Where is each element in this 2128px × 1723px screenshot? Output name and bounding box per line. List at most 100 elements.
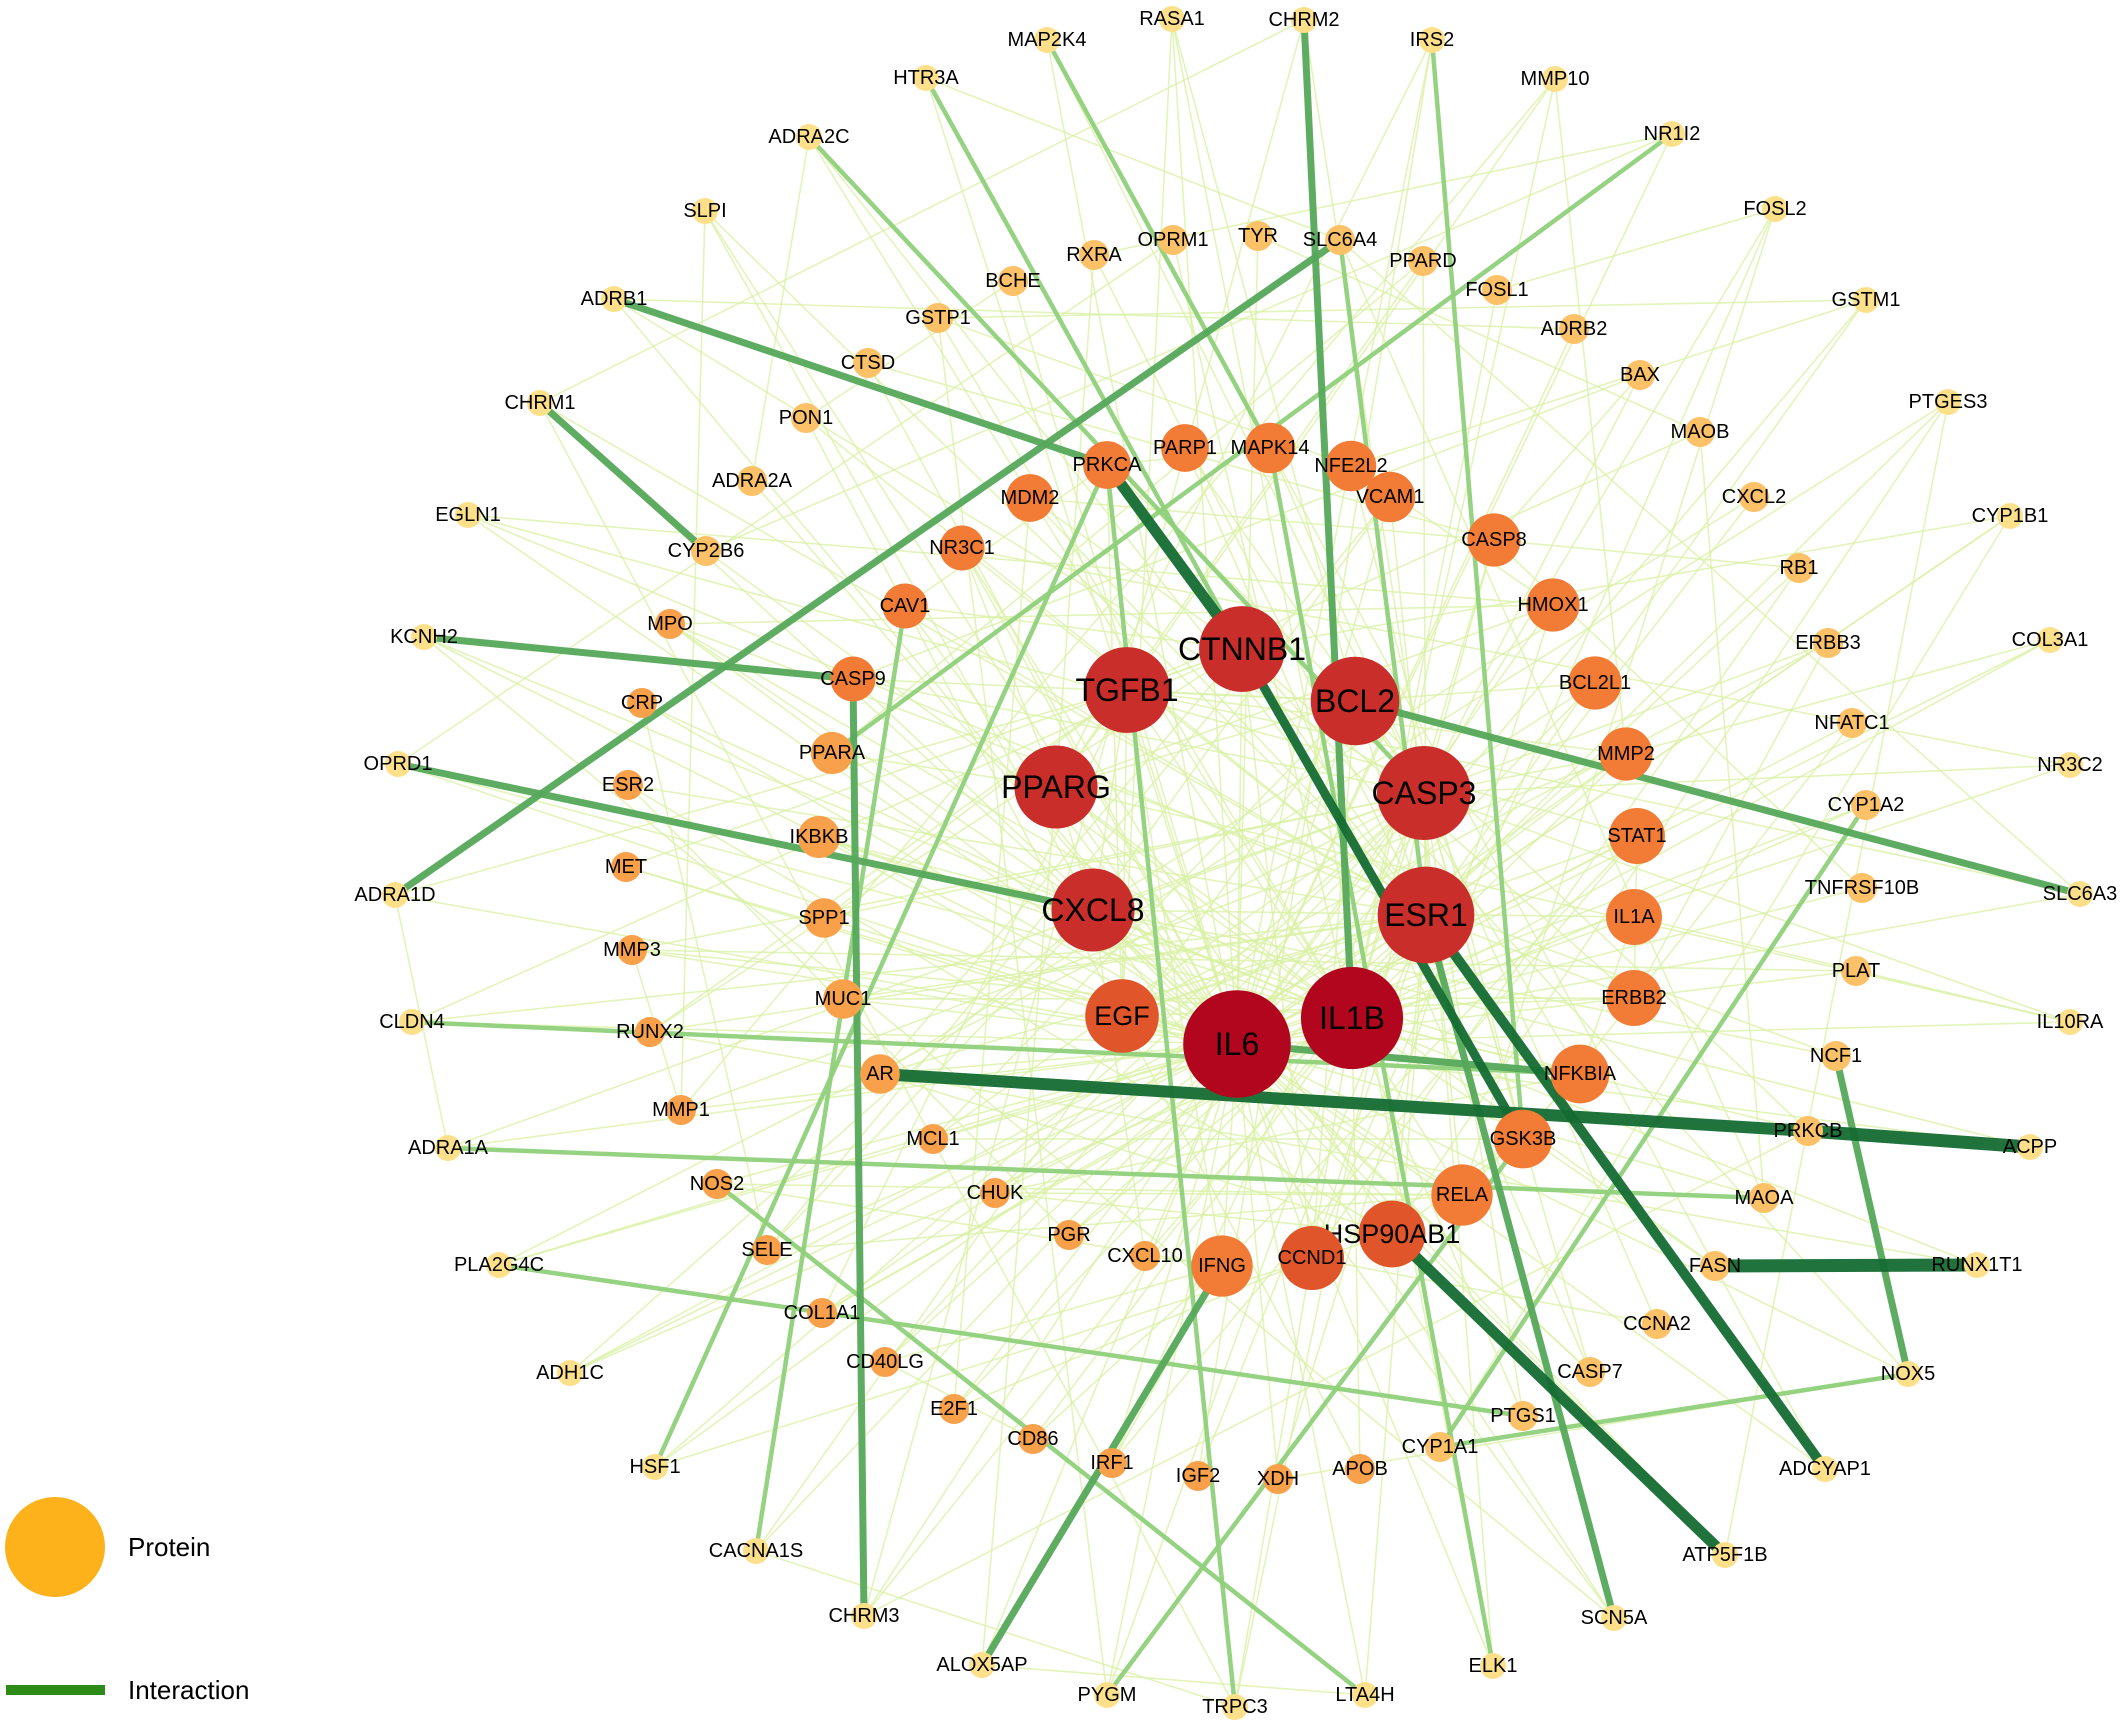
- node-label-stat1: STAT1: [1607, 825, 1666, 847]
- node-irs2: IRS2: [1410, 27, 1454, 53]
- node-label-fosl2: FOSL2: [1743, 198, 1806, 220]
- node-circle-gstp1: [923, 303, 953, 333]
- node-label-cyp2b6: CYP2B6: [668, 540, 745, 562]
- edge-esr1-ctnnb1: [1241, 648, 1427, 916]
- node-circle-chrm1: [527, 390, 553, 416]
- node-circle-ncf1: [1821, 1041, 1851, 1071]
- node-label-adrb1: ADRB1: [581, 288, 648, 310]
- node-circle-ptgs1: [1508, 1401, 1538, 1431]
- edge-mdm2-e2f1: [953, 497, 1031, 1410]
- node-circle-ctsd: [853, 348, 883, 378]
- node-circle-cav1: [882, 583, 928, 629]
- node-gsk3b: GSK3B: [1490, 1109, 1556, 1169]
- node-label-slc6a3: SLC6A3: [2043, 883, 2118, 905]
- node-circle-col1a1: [807, 1298, 837, 1328]
- node-circle-atp5f1b: [1712, 1542, 1738, 1568]
- edge-rxra-nr1i2: [1093, 133, 1673, 256]
- edge-cldn4-nfkbia: [411, 1019, 1581, 1077]
- node-tnfrsf10b: TNFRSF10B: [1805, 873, 1919, 903]
- node-vcam1: VCAM1: [1356, 471, 1424, 523]
- node-adra2c: ADRA2C: [768, 124, 850, 150]
- node-bax: BAX: [1620, 360, 1660, 390]
- node-label-mmp1: MMP1: [652, 1099, 710, 1121]
- edge-irf1-casp3: [1111, 792, 1425, 1464]
- edge-chrm1-cyp2b6: [537, 400, 709, 554]
- node-col3a1: COL3A1: [2012, 627, 2088, 653]
- node-label-mmp3: MMP3: [603, 939, 661, 961]
- edge-il1b-mmp2: [1351, 753, 1627, 1019]
- node-label-il10ra: IL10RA: [2037, 1011, 2104, 1033]
- node-circle-tyr: [1243, 221, 1273, 251]
- node-pparg: PPARG: [1001, 745, 1111, 829]
- node-ctnnb1: CTNNB1: [1178, 606, 1306, 692]
- node-label-maob: MAOB: [1671, 421, 1730, 443]
- node-label-nr3c1: NR3C1: [929, 537, 995, 559]
- node-label-casp8: CASP8: [1461, 529, 1527, 551]
- node-label-cxcl8: CXCL8: [1041, 892, 1144, 928]
- node-label-egln1: EGLN1: [435, 504, 501, 526]
- edge-pygm-il6: [1106, 1043, 1238, 1696]
- node-label-adra1d: ADRA1D: [354, 884, 435, 906]
- edge-il10ra-casp3: [1423, 792, 2071, 1023]
- node-label-egf: EGF: [1094, 1001, 1150, 1031]
- edge-cyp1b1-ctnnb1: [1241, 515, 2011, 650]
- node-rxra: RXRA: [1066, 240, 1122, 270]
- edge-cyp1a1-nox5: [1439, 1371, 1909, 1450]
- node-label-pparg: PPARG: [1001, 769, 1111, 805]
- node-label-maoa: MAOA: [1735, 1187, 1795, 1209]
- node-circle-mmp2: [1599, 727, 1653, 781]
- node-label-irs2: IRS2: [1410, 29, 1454, 51]
- node-cyp1b1: CYP1B1: [1972, 503, 2048, 529]
- node-circle-maoa: [1749, 1183, 1779, 1213]
- node-circle-gsk3b: [1493, 1109, 1553, 1169]
- node-label-ptgs1: PTGS1: [1490, 1405, 1556, 1427]
- node-label-casp9: CASP9: [820, 668, 886, 690]
- node-label-ikbkb: IKBKB: [790, 826, 849, 848]
- node-prkca: PRKCA: [1073, 441, 1142, 489]
- node-circle-map2k4: [1034, 27, 1060, 53]
- node-circle-slc6a4: [1325, 225, 1355, 255]
- node-fosl2: FOSL2: [1743, 196, 1807, 222]
- node-label-adrb2: ADRB2: [1541, 318, 1608, 340]
- node-circle-nox5: [1895, 1361, 1921, 1387]
- edge-adrb1-casp3: [613, 298, 1425, 794]
- node-adh1c: ADH1C: [536, 1360, 604, 1386]
- node-adra1a: ADRA1A: [408, 1135, 489, 1161]
- edge-fosl2-rela: [1461, 208, 1776, 1196]
- legend-protein-swatch: [5, 1497, 105, 1597]
- node-parp1: PARP1: [1153, 424, 1217, 472]
- node-circle-met: [611, 852, 641, 882]
- node-label-pla2g4c: PLA2G4C: [454, 1254, 544, 1276]
- node-circle-alox5ap: [969, 1652, 995, 1678]
- node-circle-tnfrsf10b: [1847, 873, 1877, 903]
- edge-kcnh2-casp9: [423, 633, 854, 683]
- node-label-spp1: SPP1: [798, 907, 849, 929]
- node-label-oprm1: OPRM1: [1137, 229, 1208, 251]
- node-circle-igf2: [1183, 1461, 1213, 1491]
- node-label-chrm1: CHRM1: [504, 392, 575, 414]
- edge-chrm2-il1b: [1300, 19, 1356, 1019]
- node-nfe2l2: NFE2L2: [1314, 440, 1388, 492]
- node-label-mmp10: MMP10: [1521, 68, 1590, 90]
- node-htr3a: HTR3A: [893, 65, 959, 91]
- edge-mmp10-il1b: [1351, 78, 1556, 1019]
- node-label-cav1: CAV1: [880, 595, 931, 617]
- node-label-ptges3: PTGES3: [1909, 391, 1988, 413]
- edge-alox5ap-pparg: [981, 786, 1057, 1666]
- node-fasn: FASN: [1689, 1251, 1741, 1281]
- node-circle-casp7: [1575, 1357, 1605, 1387]
- node-adra2a: ADRA2A: [712, 466, 793, 496]
- node-circle-scn5a: [1601, 1605, 1627, 1631]
- node-label-pygm: PYGM: [1078, 1684, 1137, 1706]
- node-circle-oprm1: [1158, 225, 1188, 255]
- node-label-parp1: PARP1: [1153, 437, 1217, 459]
- node-circle-runx1t1: [1964, 1252, 1990, 1278]
- node-circle-mpo: [655, 609, 685, 639]
- node-stat1: STAT1: [1607, 808, 1667, 864]
- edge-cxcl8-cxcl2: [1092, 496, 1755, 911]
- node-circle-nos2: [702, 1169, 732, 1199]
- edge-ccna2-casp3: [1423, 792, 1658, 1325]
- edge-spp1-casp3: [823, 792, 1425, 919]
- node-mmp1: MMP1: [652, 1095, 710, 1125]
